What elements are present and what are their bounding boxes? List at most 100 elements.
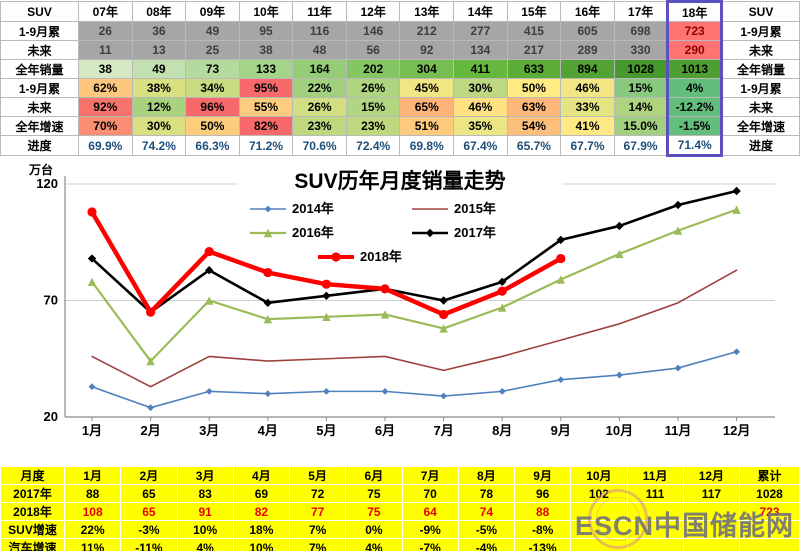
cell: 46% (453, 97, 508, 117)
cell: 73 (185, 59, 240, 79)
cell: 92 (399, 40, 455, 60)
cell: 49 (131, 59, 187, 79)
svg-text:2017年: 2017年 (454, 225, 496, 240)
cell: 202 (345, 59, 401, 79)
cell: 117 (682, 484, 741, 503)
cell: 66.3% (185, 135, 240, 156)
col-header: 16年 (560, 1, 615, 22)
svg-text:6月: 6月 (375, 423, 395, 438)
cell (682, 538, 741, 551)
cell: -9% (401, 520, 459, 539)
cell: 82 (232, 502, 291, 521)
col-header: 3月 (176, 466, 234, 485)
table-header-row: 月度 1月 2月 3月 4月 5月 6月 7月 8月 9月 10月 11月 12月 累计 (0, 466, 800, 485)
cell: 4% (666, 78, 723, 98)
cell: 4% (345, 538, 403, 551)
legend-item-2015年: 2015年 (412, 201, 496, 216)
cell: 70.6% (292, 135, 347, 156)
col-header: 15年 (506, 1, 562, 22)
row-label: 全年增速 (0, 116, 79, 136)
col-header: 10月 (570, 466, 628, 485)
table-row: 全年增速 70% 30% 50% 82% 23% 23% 51% 35% 54% 41% 15.0% -… (0, 116, 800, 136)
cell (626, 538, 684, 551)
cell: 605 (560, 21, 615, 41)
cell: 116 (292, 21, 347, 41)
col-header: 1月 (63, 466, 122, 485)
cell: 65 (120, 484, 178, 503)
cell: 11 (78, 40, 133, 60)
series-2014年 (88, 348, 740, 412)
cell: 96% (185, 97, 240, 117)
cell: 95% (238, 78, 294, 98)
row-label: 汽车增速 (0, 538, 65, 551)
table-row: 汽车增速 11% -11% 4% 10% 7% 4% -7% -4% -13% (0, 538, 800, 551)
cell: 75 (345, 502, 403, 521)
cell: 134 (453, 40, 508, 60)
col-header: 7月 (401, 466, 459, 485)
col-header: 11年 (292, 1, 347, 22)
col-header: 9月 (513, 466, 572, 485)
col-header: 11月 (626, 466, 684, 485)
cell: 330 (613, 40, 669, 60)
col-header: 2月 (120, 466, 178, 485)
row-label: SUV增速 (0, 520, 65, 539)
cell: 164 (292, 59, 347, 79)
cell: 82% (238, 116, 294, 136)
cell: 65% (399, 97, 455, 117)
cell: 77 (288, 502, 347, 521)
row-label: 未来 (0, 97, 79, 117)
col-header: 8月 (457, 466, 516, 485)
table-row: 1-9月累 26 36 49 95 116 146 212 277 415 605 698 723 1-9… (0, 21, 800, 41)
cell: 23% (345, 116, 401, 136)
svg-text:2014年: 2014年 (292, 201, 334, 216)
svg-text:2015年: 2015年 (454, 201, 496, 216)
cell: -4% (457, 538, 516, 551)
cell (682, 520, 741, 539)
cell: -3% (120, 520, 178, 539)
cell: 71.4% (666, 135, 723, 157)
cell: 35% (453, 116, 508, 136)
cell: 54% (506, 116, 562, 136)
cell: 111 (626, 484, 684, 503)
cell: 96 (513, 484, 572, 503)
cell: 698 (613, 21, 669, 41)
cell: 50% (506, 78, 562, 98)
cell: 12% (131, 97, 187, 117)
series-2018年 (87, 207, 566, 320)
svg-text:5月: 5月 (316, 423, 336, 438)
cell: 290 (666, 40, 723, 60)
col-header: 14年 (453, 1, 508, 22)
cell: 49 (185, 21, 240, 41)
row-label: 1-9月累 (0, 78, 79, 98)
cell: -7% (401, 538, 459, 551)
cell: 0% (345, 520, 403, 539)
watermark-text: ESCN中国储能网 (574, 511, 794, 541)
cell: 11% (63, 538, 122, 551)
cell: -12.2% (666, 97, 723, 117)
cell: 63% (506, 97, 562, 117)
cell: 72.4% (345, 135, 401, 156)
cell: 633 (506, 59, 562, 79)
cell: 4% (176, 538, 234, 551)
cell: 78 (457, 484, 516, 503)
cell: 88 (513, 502, 572, 521)
table-row: 未来 92% 12% 96% 55% 26% 15% 65% 46% 63% 33% 14% -12.2… (0, 97, 800, 117)
cell: 289 (560, 40, 615, 60)
cell: 51% (399, 116, 455, 136)
svg-text:3月: 3月 (199, 423, 219, 438)
trend-chart: 20 70 120 万台 1月 2月 3月 4月 5月 6月 7月 8月 9月 10月 11月 12月 SUV历… (0, 161, 800, 453)
col-header: SUV (721, 1, 800, 22)
cell: 71.2% (238, 135, 294, 156)
cell: 69.8% (399, 135, 455, 156)
cell: 70% (78, 116, 133, 136)
cell: -5% (457, 520, 516, 539)
svg-text:2016年: 2016年 (292, 225, 334, 240)
cell: 10% (232, 538, 291, 551)
row-label: 1-9月累 (721, 78, 800, 98)
cell: 83 (176, 484, 234, 503)
legend-item-2018年: 2018年 (318, 249, 402, 264)
svg-text:2月: 2月 (140, 423, 160, 438)
table-row: 2017年 88 65 83 69 72 75 70 78 96 102 111 117 1028 (0, 484, 800, 503)
cell: 56 (345, 40, 401, 60)
cell: 38 (78, 59, 133, 79)
